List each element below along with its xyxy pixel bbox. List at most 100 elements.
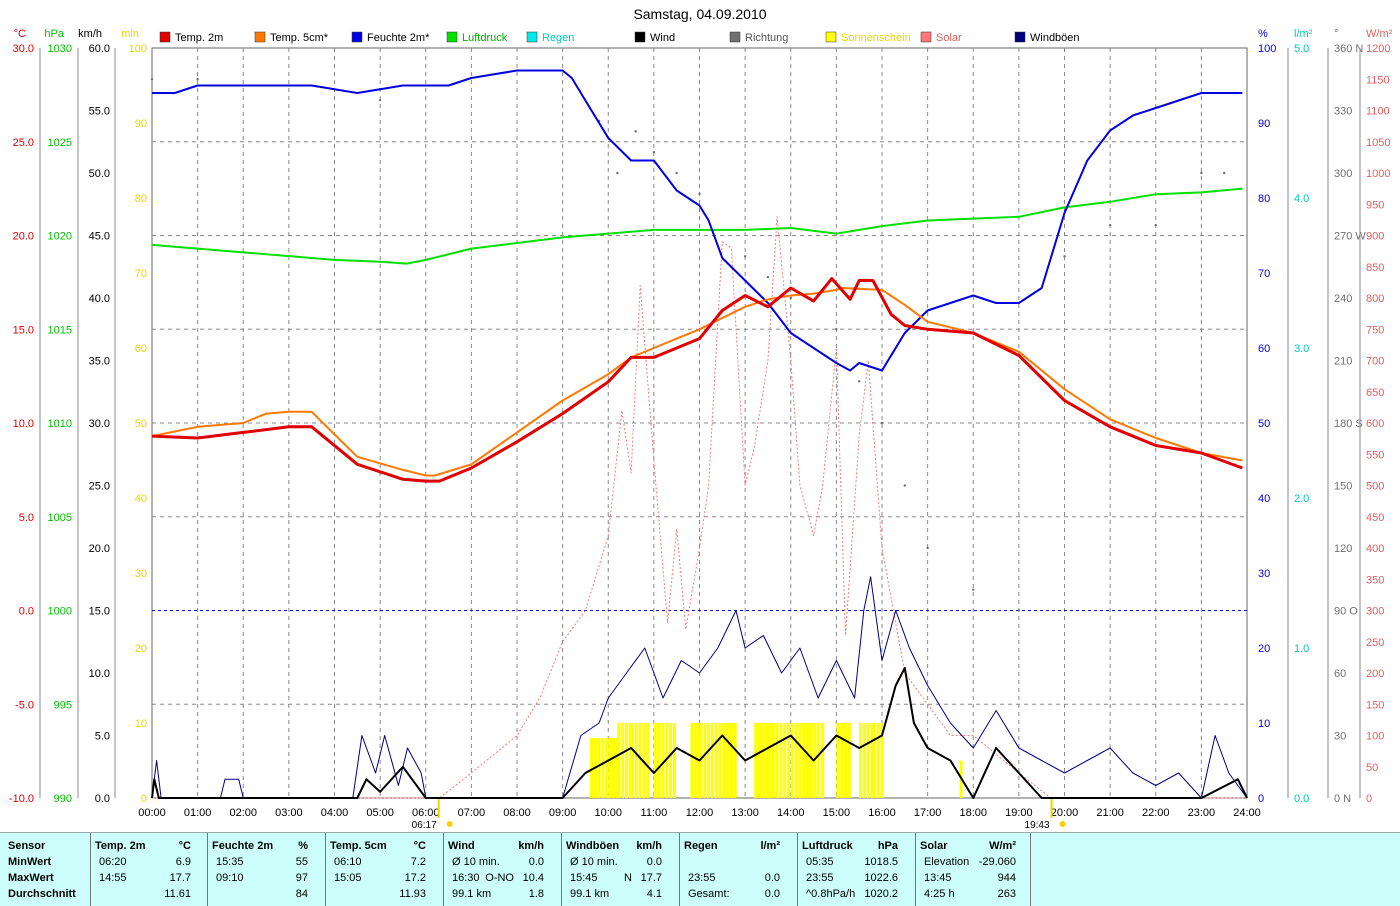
temp-axis-tick: 20.0	[13, 231, 34, 243]
table-divider	[90, 833, 91, 906]
rain-axis-tick: 3.0	[1294, 343, 1309, 355]
time-tick: 00:00	[138, 807, 166, 819]
sun-axis-tick: 10	[135, 718, 147, 730]
solar-axis-tick: 300	[1366, 606, 1384, 618]
humidity-axis-unit: %	[1258, 28, 1268, 40]
legend-swatch-humidity	[351, 31, 363, 43]
table-cell: ^0.8hPa/h	[806, 888, 856, 900]
sunshine-bar	[646, 723, 650, 798]
table-header: Regen	[684, 840, 718, 852]
table-cell: Elevation	[924, 856, 970, 868]
humidity-axis-tick: 100	[1258, 43, 1276, 55]
legend-swatch-pressure	[446, 31, 458, 43]
table-divider	[679, 833, 680, 906]
sun-axis-tick: 80	[135, 193, 147, 205]
direction-point	[698, 192, 701, 196]
table-cell: 263	[997, 888, 1016, 900]
direction-point	[972, 588, 975, 591]
direction-axis-tick: 210	[1334, 356, 1352, 368]
table-cell: 0.0	[528, 856, 544, 868]
direction-point	[903, 484, 907, 487]
sunshine-bar	[608, 738, 612, 798]
table-cell: 99.1 km	[570, 888, 610, 900]
time-tick: 03:00	[275, 807, 303, 819]
humidity-axis-tick: 60	[1258, 343, 1270, 355]
time-tick: 10:00	[594, 807, 622, 819]
legend-swatch-temp5cm	[254, 31, 266, 43]
wind-axis-tick: 10.0	[89, 668, 110, 680]
table-cell: 17.2	[404, 872, 426, 884]
table-cell: 1020.2	[864, 888, 898, 900]
sun-axis-tick: 30	[135, 568, 147, 580]
table-cell: 944	[997, 872, 1016, 884]
sunset-time: 19:43	[1025, 820, 1050, 831]
table-divider	[561, 833, 562, 906]
time-tick: 18:00	[959, 807, 987, 819]
direction-axis-tick: 60	[1334, 668, 1346, 680]
sunshine-bar	[699, 723, 703, 798]
solar-axis-tick: 500	[1366, 481, 1384, 493]
direction-axis-tick: 0 N	[1334, 793, 1351, 805]
sunshine-bar	[624, 723, 628, 798]
sunshine-bar	[786, 723, 790, 798]
direction-point	[1154, 223, 1157, 227]
direction-point	[1200, 171, 1203, 175]
pressure-axis-unit: hPa	[44, 28, 64, 40]
sunshine-bar	[872, 723, 876, 798]
humidity-axis-tick: 10	[1258, 718, 1270, 730]
sunshine-bars	[590, 723, 963, 798]
wind-axis-tick: 60.0	[89, 43, 110, 55]
direction-point	[150, 78, 154, 81]
humidity-axis-tick: 90	[1258, 118, 1270, 130]
legend-swatch-gust	[1014, 31, 1026, 43]
solar-line	[152, 216, 1247, 799]
sunshine-bar	[657, 723, 661, 798]
sunshine-bar	[821, 723, 825, 798]
solar-axis-tick: 450	[1366, 512, 1384, 524]
temp-axis-tick: 0.0	[19, 606, 34, 618]
table-divider	[325, 833, 326, 906]
table-header-unit: l/m²	[760, 840, 780, 852]
sun-axis-tick: 70	[135, 268, 147, 280]
table-cell: -29.060	[978, 856, 1016, 868]
rain-axis-tick: 4.0	[1294, 193, 1309, 205]
solar-axis-tick: 100	[1366, 731, 1384, 743]
sunshine-bar	[703, 723, 707, 798]
sunshine-bar	[615, 738, 619, 798]
solar-axis-tick: 1200	[1366, 43, 1390, 55]
sunshine-bar	[880, 723, 884, 798]
solar-axis-tick: 400	[1366, 543, 1384, 555]
direction-axis-tick: 30	[1334, 731, 1346, 743]
humidity-axis-tick: 70	[1258, 268, 1270, 280]
sunshine-bar	[597, 738, 601, 798]
time-tick: 02:00	[229, 807, 257, 819]
sunshine-bar	[847, 723, 851, 798]
table-cell: 4.1	[646, 888, 662, 900]
sunshine-bar	[775, 723, 779, 798]
table-header-unit: km/h	[636, 840, 662, 852]
rain-axis-tick: 1.0	[1294, 643, 1309, 655]
table-divider	[443, 833, 444, 906]
table-cell: 0.0	[764, 888, 780, 900]
solar-axis-tick: 650	[1366, 387, 1384, 399]
sun-axis-tick: 0	[141, 793, 147, 805]
legend-label-humidity: Feuchte 2m*	[367, 32, 430, 44]
wind-axis-tick: 40.0	[89, 293, 110, 305]
pressure-axis-tick: 1025	[48, 137, 72, 149]
time-tick: 08:00	[503, 807, 531, 819]
humidity-axis-tick: 40	[1258, 493, 1270, 505]
wind-axis-tick: 55.0	[89, 106, 110, 118]
solar-axis-tick: 550	[1366, 449, 1384, 461]
table-cell: 11.93	[399, 888, 426, 900]
direction-axis-tick: 330	[1334, 106, 1352, 118]
table-cell: 0.0	[764, 872, 780, 884]
sunrise-time: 06:17	[412, 820, 437, 831]
pressure-line	[151, 187, 1243, 265]
sunshine-bar	[726, 723, 730, 798]
table-cell: 15:05	[334, 872, 362, 884]
legend-label-pressure: Luftdruck	[462, 32, 508, 44]
table-cell: 1022.6	[864, 872, 898, 884]
sunshine-bar	[601, 738, 605, 798]
time-tick: 19:00	[1005, 807, 1033, 819]
table-header-unit: W/m²	[989, 840, 1016, 852]
